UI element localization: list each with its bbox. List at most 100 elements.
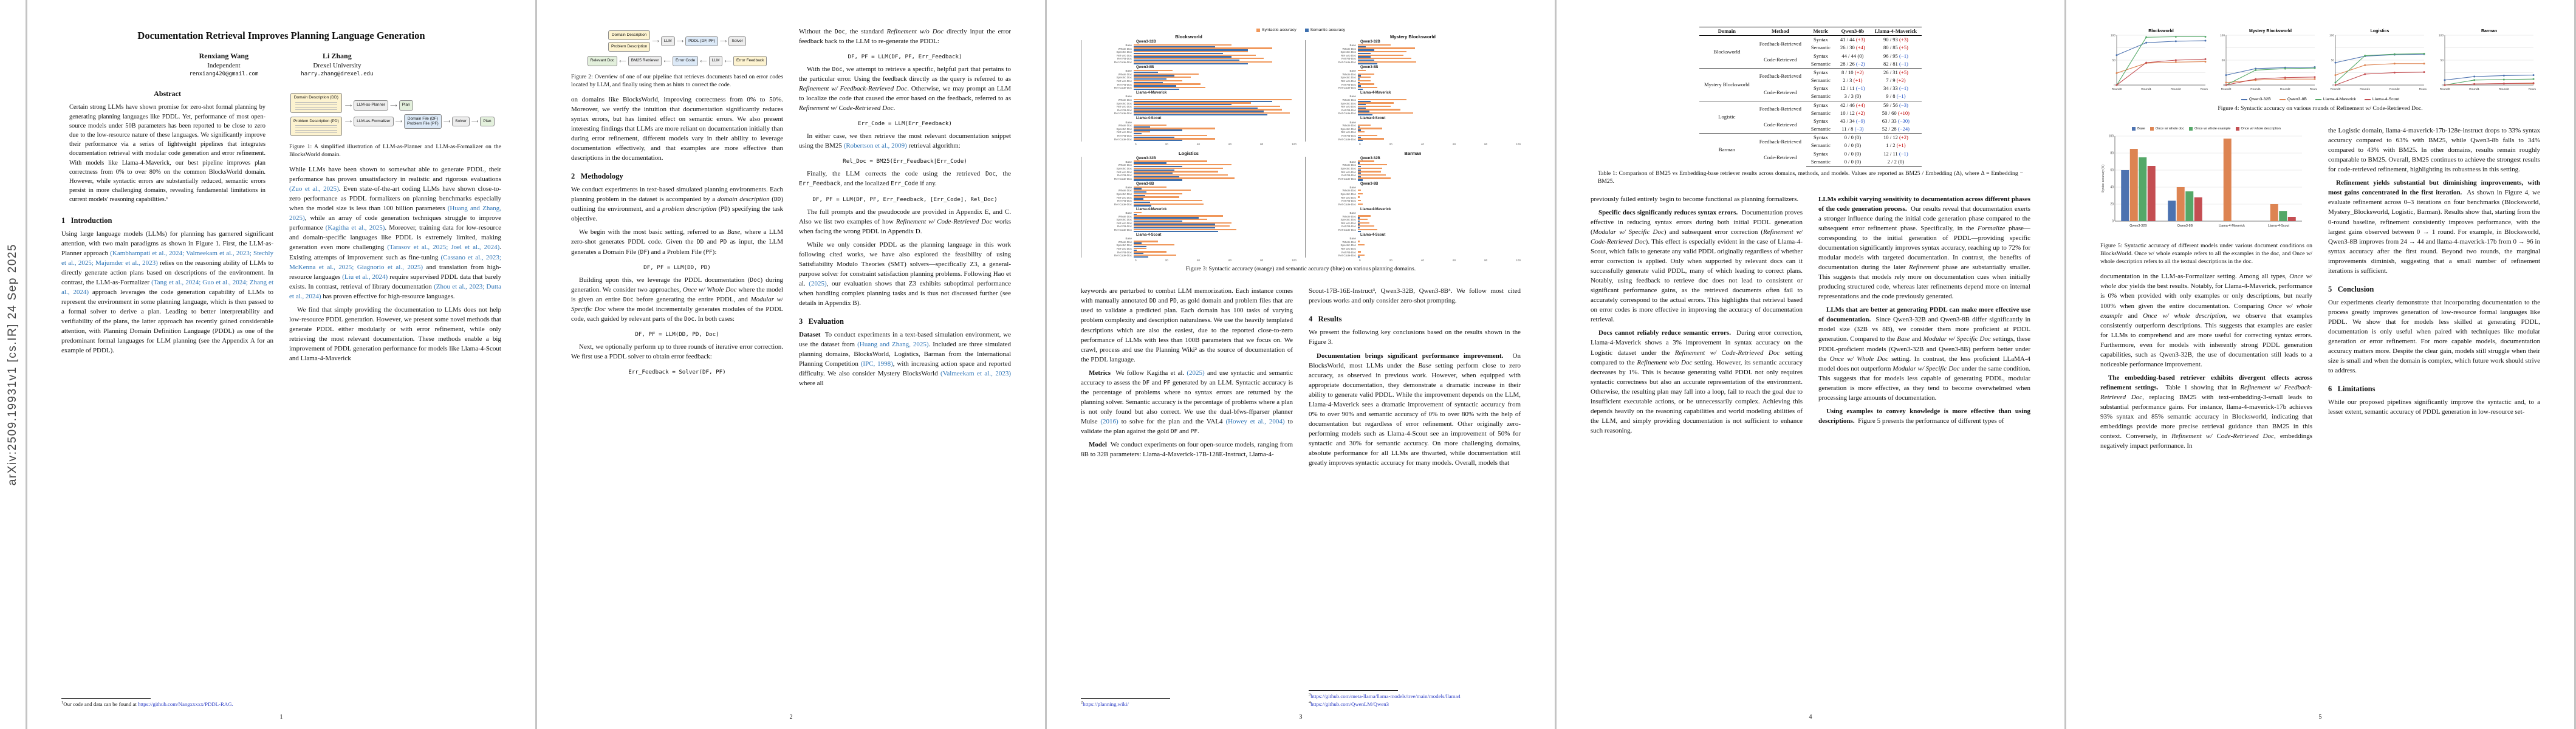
syntactic-bar xyxy=(1358,112,1414,114)
bar-row: Ref FB-Doc xyxy=(1081,251,1297,255)
paragraph: on domains like BlocksWorld, improving c… xyxy=(571,95,783,162)
table1-qwen-cell: 44 / 44 (0) xyxy=(1841,52,1864,59)
table1-row: Barman Feedback-Retrieved Syntax 0 / 0 (0) 1… xyxy=(1699,133,1922,166)
syntactic-bar xyxy=(1134,171,1219,173)
syntactic-bar xyxy=(1134,254,1176,256)
semantic-bar xyxy=(1134,75,1174,77)
method-label: Ref w/o Doc xyxy=(1340,54,1356,57)
semantic-bar xyxy=(1134,162,1166,164)
syntactic-bar xyxy=(1134,203,1204,205)
svg-text:Round3: Round3 xyxy=(2419,87,2427,91)
paragraph: Next, we optionally perform up to three … xyxy=(571,343,783,360)
method-label: Base xyxy=(1125,70,1132,73)
syntactic-bar xyxy=(1358,138,1384,140)
paragraph-lead: The embedding-based retriever exhibits d… xyxy=(2100,374,2312,391)
paper-title: Documentation Retrieval Improves Plannin… xyxy=(137,30,425,41)
paragraph: Specific docs significantly reduces synt… xyxy=(1591,208,1803,324)
author-email[interactable]: renxiang420@gmail.com xyxy=(189,71,259,78)
syntactic-bar xyxy=(1134,218,1207,221)
figure-5: Base Once w/ whole doc Once w/ whole examp… xyxy=(2100,126,2312,238)
method-label: Ref FB-Doc xyxy=(1117,83,1132,86)
method-label: Ref w/o Doc xyxy=(1340,131,1356,134)
bar-row: Ref Code-Doc xyxy=(1306,112,1521,116)
syntactic-bar xyxy=(1134,134,1207,136)
bar-row: Ref FB-Doc xyxy=(1306,58,1521,61)
model-group: Llama-4-Scout Base Whole Doc Specific Doc Re… xyxy=(1306,117,1521,142)
syntactic-bar xyxy=(1134,131,1150,133)
arrow-left-icon: ⟵ xyxy=(700,58,707,64)
footnote: 4https://github.com/QwenLM/Qwen3 xyxy=(1309,700,1389,708)
bar-row: Specific Doc xyxy=(1306,167,1521,171)
model-label: Llama-4-Scout xyxy=(1136,117,1162,121)
method-label: Ref Code-Doc xyxy=(1338,87,1356,90)
model-label: Qwen3-32B xyxy=(1136,156,1156,160)
syntactic-bar xyxy=(1358,167,1383,169)
syntactic-bar xyxy=(1134,244,1174,246)
semantic-bar xyxy=(1134,85,1176,87)
method-label: Base xyxy=(1125,44,1132,47)
paragraph-lead: LLMs that are better at generating PDDL … xyxy=(1818,306,2030,324)
method-label: Whole Doc xyxy=(1118,125,1132,128)
method-label: Ref w/o Doc xyxy=(1116,196,1132,199)
bar-row: Specific Doc xyxy=(1306,102,1521,106)
method-label: Ref w/o Doc xyxy=(1116,80,1132,83)
method-label: Specific Doc xyxy=(1340,219,1356,222)
svg-text:100: 100 xyxy=(2109,135,2114,139)
footnote-link[interactable]: https://github.com/QwenLM/Qwen3 xyxy=(1310,701,1389,708)
method-label: Specific Doc xyxy=(1116,167,1132,170)
x-axis: 0 20 40 60 80 100 xyxy=(1359,259,1521,262)
syntactic-bar xyxy=(1134,98,1292,100)
method-label: Specific Doc xyxy=(1116,219,1132,222)
semantic-bar xyxy=(1358,107,1366,109)
table1-method-cell: Feedback-Retrieved xyxy=(1754,100,1806,117)
semantic-bar xyxy=(1358,78,1360,80)
author-email[interactable]: harry.zhang@drexel.edu xyxy=(301,71,374,78)
semantic-bar xyxy=(1134,81,1163,83)
semantic-bar xyxy=(1358,179,1363,181)
method-label: Ref w/o Doc xyxy=(1116,171,1132,174)
author-block: Renxiang Wang Independent renxiang420@gm… xyxy=(61,52,501,77)
footnote-link[interactable]: https://planning.wiki/ xyxy=(1083,701,1129,708)
model-group: Qwen3-8B Base Whole Doc Specific Doc Ref w/o… xyxy=(1306,66,1521,91)
legend-swatch xyxy=(2315,98,2321,100)
bar-row: Base xyxy=(1306,186,1521,190)
footnote-link[interactable]: https://github.com/Nangxxxxx/PDDL-RAG. xyxy=(137,701,233,708)
method-label: Base xyxy=(1125,95,1132,98)
bar-row: Ref w/o Doc xyxy=(1081,222,1297,225)
model-group: Qwen3-8B Base Whole Doc Specific Doc Ref w/o… xyxy=(1306,182,1521,207)
paragraph: The full prompts and the pseudocode are … xyxy=(799,208,1011,235)
syntactic-bar xyxy=(1134,167,1224,169)
table1-qwen-cell: 2 / 3 (+1) xyxy=(1843,77,1863,84)
semantic-bar xyxy=(1134,169,1174,171)
table1-row: Logistic Feedback-Retrieved Syntax 42 / 46 … xyxy=(1699,100,1922,134)
syntactic-bar xyxy=(1134,61,1272,63)
page-4: Domain Method Metric Qwen3-8b Llama-4-Maveri… xyxy=(1557,0,2064,729)
figure-4: Blocksworld 0 50 100 Round0 Round1 Round2 Round… xyxy=(2100,27,2540,101)
semantic-bar xyxy=(1358,162,1360,164)
method-label: Ref Code-Doc xyxy=(1114,255,1132,258)
syntactic-bar xyxy=(1134,50,1248,53)
footnote-link[interactable]: https://github.com/meta-llama/llama-mode… xyxy=(1310,693,1461,700)
method-label: Ref FB-Doc xyxy=(1341,83,1356,86)
table1-method-cell: Feedback-Retrieved xyxy=(1754,35,1806,52)
figure5-chart: 0 20 40 60 80 100 Qwen3-32B Qwen3-8B Llama-4-Mav… xyxy=(2102,135,2302,228)
model-group: Qwen3-8B Base Whole Doc Specific Doc Ref w/o… xyxy=(1081,182,1297,207)
paragraph: Model We conduct experiments on four ope… xyxy=(1081,441,1293,459)
bar-row: Ref Code-Doc xyxy=(1081,254,1297,258)
legend-swatch xyxy=(2241,98,2247,100)
bar-row: Ref Code-Doc xyxy=(1081,61,1297,65)
table1-metric-cell: Semantic xyxy=(1810,109,1831,116)
method-label: Whole Doc xyxy=(1118,73,1132,76)
paragraph: Finally, the LLM corrects the code using… xyxy=(799,170,1011,188)
method-label: Ref w/o Doc xyxy=(1116,131,1132,134)
syntactic-bar xyxy=(1358,193,1363,195)
paragraph-lead: Model xyxy=(1089,441,1107,449)
svg-text:Logistics: Logistics xyxy=(2371,29,2389,33)
footnotes: 1Our code and data can be found at https… xyxy=(61,696,273,708)
bar-row: Base xyxy=(1306,44,1521,48)
page-number: 5 xyxy=(2318,714,2322,720)
equation-code-line: DF, PF = LLM(DF, PF, Err_Feedback) xyxy=(848,53,962,61)
syntactic-bar xyxy=(1358,215,1371,217)
svg-text:Round0: Round0 xyxy=(2221,87,2232,91)
model-group: Llama-4-Scout Base Whole Doc Specific Doc Re… xyxy=(1081,117,1297,142)
